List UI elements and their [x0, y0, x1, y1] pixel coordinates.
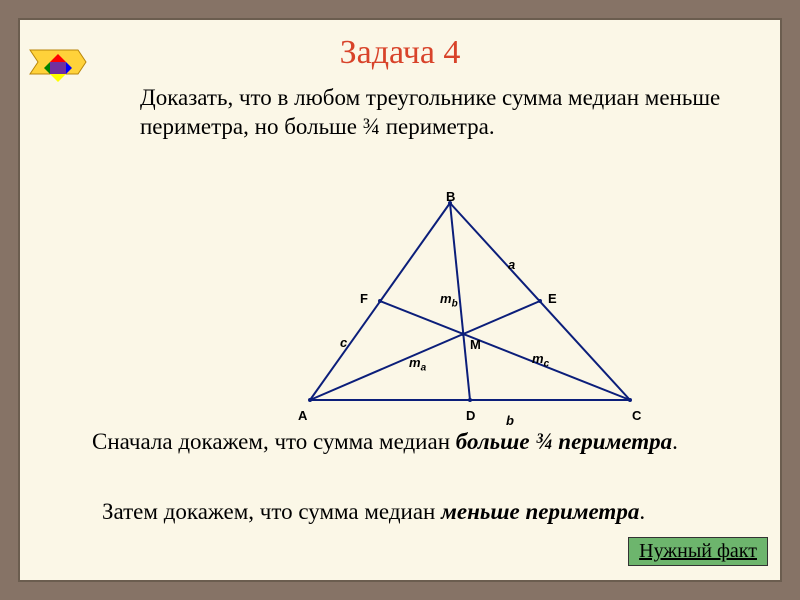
proof2-emph: меньше периметра	[441, 499, 639, 524]
proof1-text: Сначала докажем, что сумма медиан	[92, 429, 456, 454]
diagram-label-F: F	[360, 291, 368, 306]
diagram-label-c: c	[340, 335, 347, 350]
problem-statement: Доказать, что в любом треугольнике сумма…	[140, 84, 750, 142]
diagram-label-E: E	[548, 291, 557, 306]
diagram-label-A: A	[298, 408, 307, 423]
diagram-label-m: ma	[409, 355, 426, 374]
diagram-label-C: C	[632, 408, 641, 423]
triangle-diagram: ABCDEFMabcmambmc	[270, 195, 670, 425]
diagram-svg	[270, 195, 670, 425]
proof-step-1: Сначала докажем, что сумма медиан больше…	[92, 428, 740, 457]
diagram-label-D: D	[466, 408, 475, 423]
diagram-label-m: mb	[440, 291, 458, 310]
proof1-emph: больше ¾ периметра	[456, 429, 672, 454]
title: Задача 4	[20, 34, 780, 72]
diagram-label-b: b	[506, 413, 514, 428]
fact-button[interactable]: Нужный факт	[628, 537, 768, 566]
diagram-label-m: mc	[532, 351, 549, 370]
proof-step-2: Затем докажем, что сумма медиан меньше п…	[102, 498, 740, 527]
slide-frame: Задача 4 Доказать, что в любом треугольн…	[18, 18, 782, 582]
diagram-label-B: B	[446, 189, 455, 204]
proof2-text: Затем докажем, что сумма медиан	[102, 499, 441, 524]
diagram-label-M: M	[470, 337, 481, 352]
ribbon-icon	[28, 44, 88, 104]
diagram-label-a: a	[508, 257, 515, 272]
